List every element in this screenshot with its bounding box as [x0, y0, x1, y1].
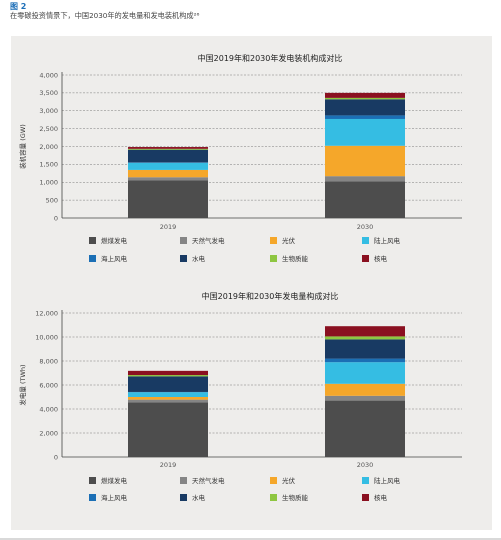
legend-label: 陆上风电 [374, 476, 401, 485]
y-tick-label: 2,000 [39, 143, 58, 151]
legend-label: 燃煤发电 [101, 476, 128, 485]
bar-segment-2019-3 [128, 162, 208, 170]
bar-segment-2030-5 [325, 339, 405, 359]
y-tick-label: 12,000 [35, 309, 58, 317]
y-axis-label: 装机容量 (GW) [18, 124, 27, 169]
bar-segment-2019-5 [128, 149, 208, 163]
legend-swatch [270, 494, 277, 501]
y-tick-label: 0 [54, 214, 58, 222]
y-tick-label: 10,000 [35, 333, 58, 341]
legend-label: 海上风电 [101, 254, 128, 263]
legend-label: 陆上风电 [374, 236, 401, 245]
bar-segment-2019-5 [128, 376, 208, 392]
legend-swatch [270, 477, 277, 484]
legend-swatch [180, 477, 187, 484]
y-tick-label: 8,000 [39, 357, 58, 365]
x-tick-label: 2030 [357, 461, 374, 469]
bar-segment-2019-2 [128, 169, 208, 178]
y-axis-label: 发电量 (TWh) [18, 364, 27, 405]
bar-segment-2030-6 [325, 336, 405, 340]
bar-segment-2019-2 [128, 397, 208, 400]
bar-segment-2030-1 [325, 176, 405, 182]
bar-segment-2030-2 [325, 383, 405, 396]
legend-swatch [89, 237, 96, 244]
y-tick-label: 4,000 [39, 71, 58, 79]
bar-segment-2030-2 [325, 145, 405, 177]
y-tick-label: 0 [54, 453, 58, 461]
bar-segment-2019-1 [128, 177, 208, 181]
bar-segment-2030-1 [325, 395, 405, 401]
y-tick-label: 4,000 [39, 405, 58, 413]
bar-segment-2019-7 [128, 147, 208, 149]
legend-swatch [270, 237, 277, 244]
chart-title: 中国2019年和2030年发电量构成对比 [202, 291, 339, 301]
bar-segment-2030-6 [325, 97, 405, 100]
legend-label: 海上风电 [101, 493, 128, 502]
legend-swatch [180, 255, 187, 262]
figure-label: 图 2 [10, 2, 27, 11]
legend-label: 水电 [192, 254, 206, 263]
bar-segment-2030-7 [325, 92, 405, 98]
legend-swatch [89, 494, 96, 501]
y-tick-label: 3,000 [39, 107, 58, 115]
bar-segment-2019-0 [128, 402, 208, 457]
y-tick-label: 3,500 [39, 89, 58, 97]
y-tick-label: 500 [46, 196, 58, 204]
legend-label: 燃煤发电 [101, 236, 128, 245]
bar-segment-2019-3 [128, 392, 208, 397]
bar-segment-2030-3 [325, 362, 405, 384]
legend-swatch [362, 477, 369, 484]
legend-label: 天然气发电 [192, 476, 225, 485]
legend-label: 天然气发电 [192, 236, 225, 245]
legend-label: 生物质能 [282, 254, 309, 263]
legend-swatch [362, 255, 369, 262]
bar-segment-2030-0 [325, 400, 405, 457]
bar-segment-2030-3 [325, 118, 405, 146]
y-tick-label: 1,000 [39, 179, 58, 187]
bar-segment-2030-4 [325, 115, 405, 119]
y-tick-label: 2,500 [39, 125, 58, 133]
y-tick-label: 2,000 [39, 429, 58, 437]
chart-title: 中国2019年和2030年发电装机构成对比 [198, 53, 343, 63]
x-tick-label: 2019 [160, 461, 177, 469]
bar-segment-2019-6 [128, 148, 208, 150]
bar-segment-2019-7 [128, 370, 208, 376]
legend-label: 核电 [374, 254, 388, 263]
y-tick-label: 1,500 [39, 161, 58, 169]
bar-segment-2019-0 [128, 180, 208, 218]
chart-panel [11, 36, 492, 530]
x-tick-label: 2030 [357, 223, 374, 231]
legend-label: 核电 [374, 493, 388, 502]
legend-label: 光伏 [282, 236, 296, 245]
legend-swatch [180, 237, 187, 244]
legend-swatch [362, 494, 369, 501]
legend-swatch [89, 477, 96, 484]
legend-swatch [362, 237, 369, 244]
legend-swatch [180, 494, 187, 501]
legend-label: 光伏 [282, 476, 296, 485]
legend-swatch [270, 255, 277, 262]
page-divider [0, 538, 501, 540]
legend-label: 生物质能 [282, 493, 309, 502]
legend-swatch [89, 255, 96, 262]
legend-label: 水电 [192, 493, 206, 502]
bar-segment-2030-5 [325, 99, 405, 116]
y-tick-label: 6,000 [39, 381, 58, 389]
bar-segment-2019-1 [128, 399, 208, 403]
figure-caption: 在零碳投资情景下，中国2030年的发电量和发电装机构成²⁶ [10, 11, 200, 20]
bar-segment-2030-7 [325, 326, 405, 337]
bar-segment-2030-0 [325, 181, 405, 218]
bar-segment-2030-4 [325, 358, 405, 363]
x-tick-label: 2019 [160, 223, 177, 231]
bar-segment-2019-6 [128, 375, 208, 377]
